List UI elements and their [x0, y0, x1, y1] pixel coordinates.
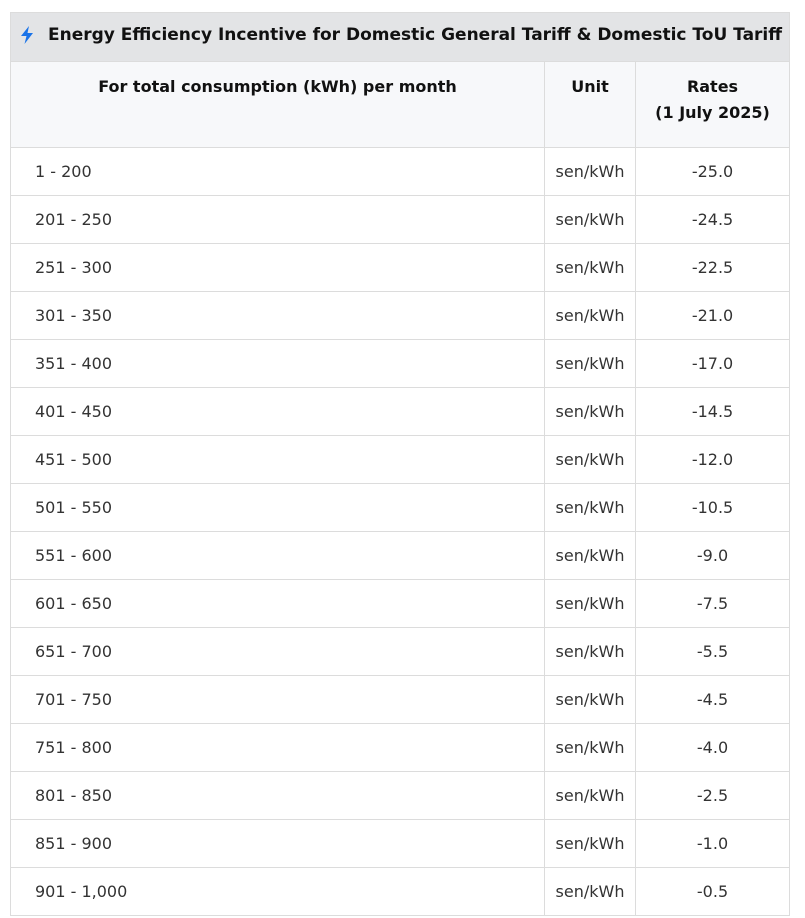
rate-cell: -9.0	[634, 531, 791, 580]
rate-cell: -5.5	[634, 627, 791, 676]
table-row: 401 - 450 sen/kWh -14.5	[10, 387, 791, 436]
consumption-range-cell: 301 - 350	[10, 291, 545, 340]
table-row: 901 - 1,000 sen/kWh -0.5	[10, 867, 791, 916]
rate-cell: -10.5	[634, 483, 791, 532]
table-header-row: For total consumption (kWh) per month Un…	[10, 61, 791, 148]
unit-cell: sen/kWh	[544, 531, 636, 580]
rate-cell: -21.0	[634, 291, 791, 340]
incentive-table-container: Energy Efficiency Incentive for Domestic…	[9, 12, 791, 916]
unit-cell: sen/kWh	[544, 483, 636, 532]
unit-cell: sen/kWh	[544, 147, 636, 196]
table-row: 601 - 650 sen/kWh -7.5	[10, 579, 791, 628]
rate-cell: -22.5	[634, 243, 791, 292]
table-row: 851 - 900 sen/kWh -1.0	[10, 819, 791, 868]
consumption-range-cell: 401 - 450	[10, 387, 545, 436]
consumption-range-cell: 1 - 200	[10, 147, 545, 196]
consumption-range-cell: 201 - 250	[10, 195, 545, 244]
consumption-range-cell: 601 - 650	[10, 579, 545, 628]
table-title-row: Energy Efficiency Incentive for Domestic…	[9, 12, 791, 62]
lightning-bolt-icon	[18, 25, 36, 45]
table-row: 551 - 600 sen/kWh -9.0	[10, 531, 791, 580]
unit-cell: sen/kWh	[544, 579, 636, 628]
unit-cell: sen/kWh	[544, 387, 636, 436]
table-title-cell: Energy Efficiency Incentive for Domestic…	[9, 12, 791, 62]
unit-cell: sen/kWh	[544, 195, 636, 244]
table-row: 451 - 500 sen/kWh -12.0	[10, 435, 791, 484]
rate-cell: -25.0	[634, 147, 791, 196]
column-header-rates: Rates (1 July 2025)	[634, 61, 791, 148]
unit-cell: sen/kWh	[544, 723, 636, 772]
table-row: 251 - 300 sen/kWh -22.5	[10, 243, 791, 292]
column-header-unit: Unit	[544, 61, 636, 148]
table-row: 751 - 800 sen/kWh -4.0	[10, 723, 791, 772]
table-title: Energy Efficiency Incentive for Domestic…	[48, 24, 783, 45]
rate-cell: -4.0	[634, 723, 791, 772]
consumption-range-cell: 501 - 550	[10, 483, 545, 532]
unit-cell: sen/kWh	[544, 675, 636, 724]
consumption-range-cell: 351 - 400	[10, 339, 545, 388]
unit-cell: sen/kWh	[544, 771, 636, 820]
table-row: 651 - 700 sen/kWh -5.5	[10, 627, 791, 676]
consumption-range-cell: 551 - 600	[10, 531, 545, 580]
rates-header-label: Rates	[686, 77, 739, 96]
table-row: 701 - 750 sen/kWh -4.5	[10, 675, 791, 724]
unit-cell: sen/kWh	[544, 243, 636, 292]
table-row: 351 - 400 sen/kWh -17.0	[10, 339, 791, 388]
table-row: 201 - 250 sen/kWh -24.5	[10, 195, 791, 244]
rate-cell: -24.5	[634, 195, 791, 244]
unit-cell: sen/kWh	[544, 819, 636, 868]
unit-cell: sen/kWh	[544, 627, 636, 676]
consumption-range-cell: 251 - 300	[10, 243, 545, 292]
consumption-range-cell: 451 - 500	[10, 435, 545, 484]
consumption-range-cell: 851 - 900	[10, 819, 545, 868]
consumption-range-cell: 701 - 750	[10, 675, 545, 724]
unit-cell: sen/kWh	[544, 339, 636, 388]
consumption-range-cell: 651 - 700	[10, 627, 545, 676]
rate-cell: -14.5	[634, 387, 791, 436]
rate-cell: -7.5	[634, 579, 791, 628]
unit-cell: sen/kWh	[544, 291, 636, 340]
incentive-table: Energy Efficiency Incentive for Domestic…	[9, 12, 791, 916]
rate-cell: -1.0	[634, 819, 791, 868]
column-header-consumption: For total consumption (kWh) per month	[10, 61, 545, 148]
table-row: 1 - 200 sen/kWh -25.0	[10, 147, 791, 196]
consumption-range-cell: 801 - 850	[10, 771, 545, 820]
table-row: 501 - 550 sen/kWh -10.5	[10, 483, 791, 532]
rate-cell: -12.0	[634, 435, 791, 484]
rate-cell: -0.5	[634, 867, 791, 916]
consumption-range-cell: 901 - 1,000	[10, 867, 545, 916]
rate-cell: -17.0	[634, 339, 791, 388]
unit-cell: sen/kWh	[544, 435, 636, 484]
table-row: 301 - 350 sen/kWh -21.0	[10, 291, 791, 340]
table-row: 801 - 850 sen/kWh -2.5	[10, 771, 791, 820]
unit-cell: sen/kWh	[544, 867, 636, 916]
rate-cell: -4.5	[634, 675, 791, 724]
rate-cell: -2.5	[634, 771, 791, 820]
rates-header-date: (1 July 2025)	[655, 103, 770, 122]
consumption-range-cell: 751 - 800	[10, 723, 545, 772]
